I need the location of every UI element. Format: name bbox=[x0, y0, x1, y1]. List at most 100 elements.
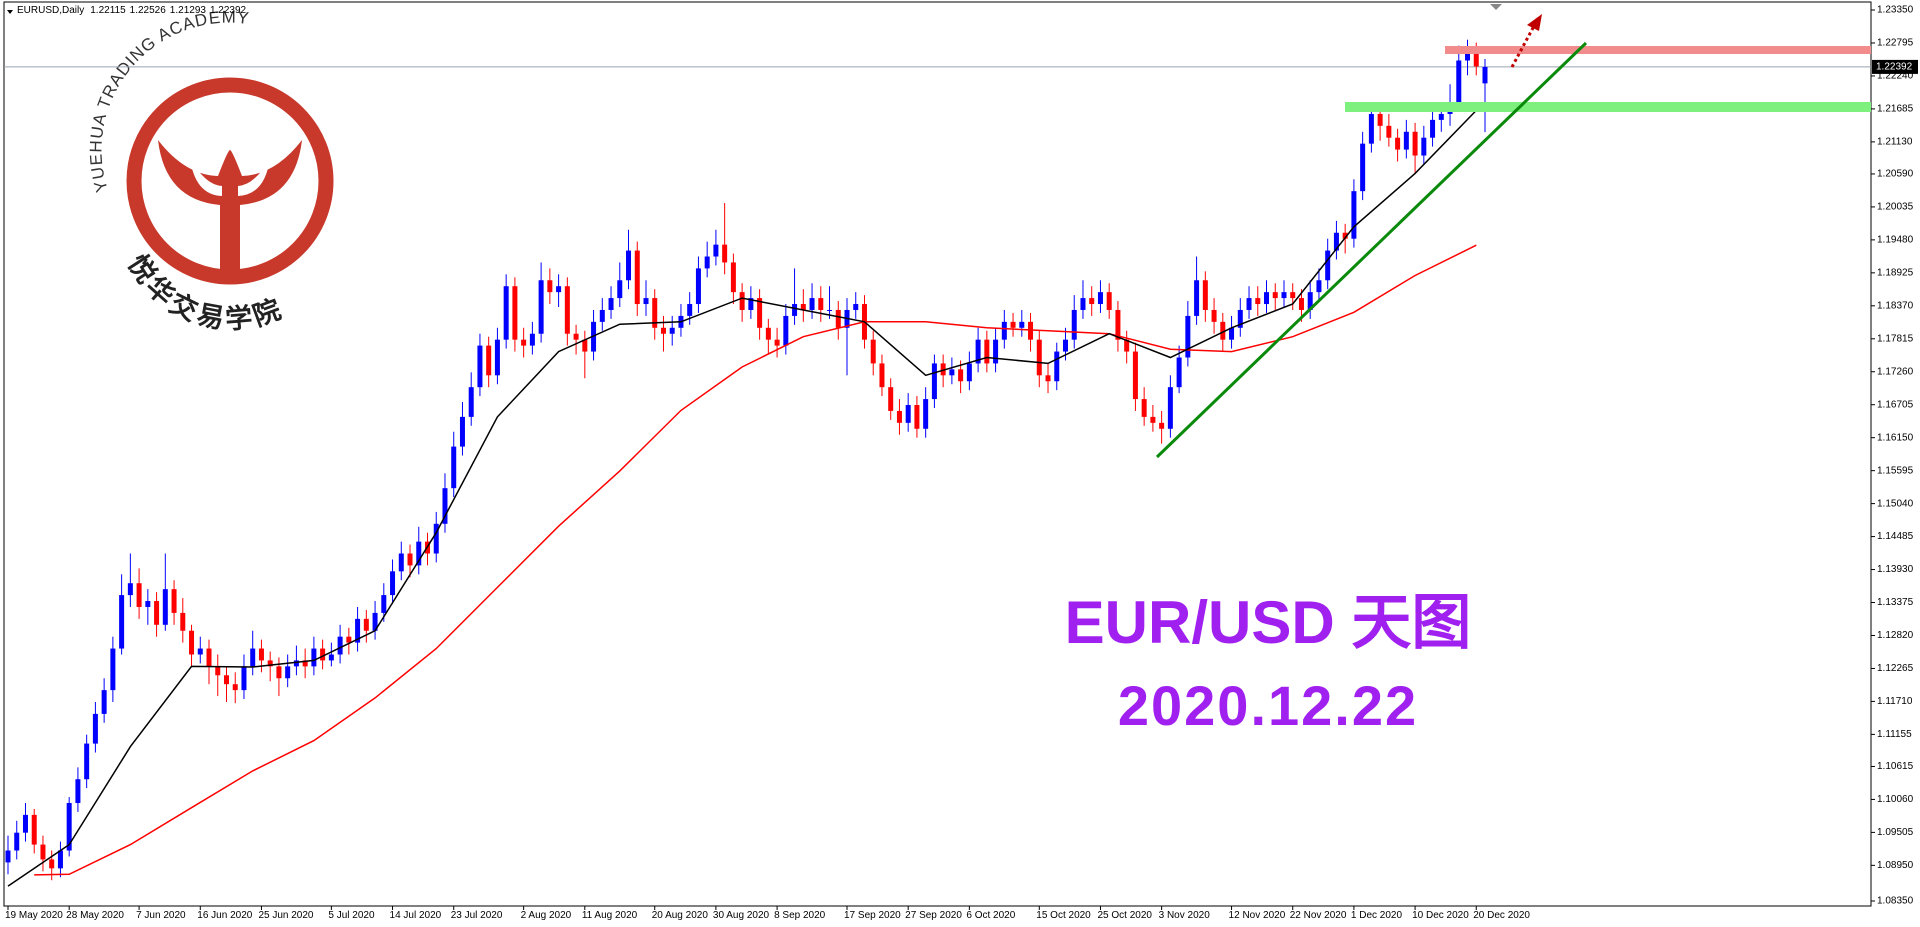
candle-body bbox=[241, 666, 247, 691]
header-close: 1.22392 bbox=[210, 5, 247, 16]
x-tick-label: 20 Dec 2020 bbox=[1473, 910, 1530, 921]
candle-body bbox=[818, 298, 824, 310]
candle-body bbox=[57, 850, 63, 869]
x-tick-label: 11 Aug 2020 bbox=[582, 910, 638, 921]
candle-body bbox=[1211, 309, 1217, 322]
candle-body bbox=[695, 268, 701, 305]
x-tick-label: 16 Jun 2020 bbox=[197, 910, 252, 921]
candle-body bbox=[827, 309, 833, 311]
candle-body bbox=[494, 339, 500, 376]
candle-body bbox=[1141, 399, 1147, 417]
symbol: EURUSD,Daily bbox=[17, 5, 84, 16]
candle-body bbox=[407, 553, 413, 566]
x-tick-label: 10 Dec 2020 bbox=[1412, 910, 1469, 921]
candle-body bbox=[503, 286, 509, 340]
y-tick-label: 1.11155 bbox=[1877, 729, 1912, 740]
fast-moving-average bbox=[7, 109, 1477, 887]
candle-body bbox=[92, 713, 98, 744]
candle-body bbox=[931, 363, 937, 400]
candle-body bbox=[652, 298, 658, 328]
candle-body bbox=[1054, 351, 1060, 382]
x-tick-label: 28 May 2020 bbox=[66, 910, 124, 921]
y-tick-label: 1.13930 bbox=[1877, 564, 1914, 575]
candle-body bbox=[1001, 321, 1007, 340]
candle-body bbox=[355, 618, 361, 643]
candle-body bbox=[372, 612, 378, 631]
x-tick-label: 1 Dec 2020 bbox=[1351, 910, 1403, 921]
candle-body bbox=[660, 327, 666, 334]
candle-body bbox=[293, 660, 299, 667]
logo-emblem-detail bbox=[190, 158, 270, 196]
header-open: 1.22115 bbox=[90, 5, 126, 16]
candle-body bbox=[1325, 250, 1331, 281]
watermark-title: EUR/USD 天图 bbox=[1065, 589, 1472, 656]
y-tick-label: 1.18370 bbox=[1877, 300, 1914, 311]
y-tick-label: 1.15595 bbox=[1877, 465, 1914, 476]
candle-body bbox=[739, 292, 745, 310]
candle-body bbox=[486, 345, 492, 376]
candle-body bbox=[127, 583, 133, 596]
x-tick-label: 27 Sep 2020 bbox=[905, 910, 962, 921]
candle-body bbox=[1395, 137, 1401, 150]
candle-body bbox=[1403, 131, 1409, 150]
shift-marker bbox=[1490, 4, 1502, 10]
candle-body bbox=[337, 636, 343, 655]
x-tick-label: 22 Nov 2020 bbox=[1290, 910, 1347, 921]
candle-body bbox=[451, 446, 457, 489]
trend-line bbox=[1155, 41, 1588, 459]
candle-body bbox=[363, 618, 369, 631]
candle-body bbox=[984, 339, 990, 364]
candle-body bbox=[1080, 298, 1086, 310]
candle-body bbox=[774, 339, 780, 346]
candle-body bbox=[232, 684, 238, 691]
candle-body bbox=[722, 244, 728, 263]
candle-body bbox=[765, 327, 771, 340]
candle-body bbox=[1036, 339, 1042, 376]
x-tick-label: 14 Jul 2020 bbox=[390, 910, 442, 921]
candle-body bbox=[564, 286, 570, 334]
candle-body bbox=[835, 309, 841, 328]
candle-body bbox=[31, 814, 37, 845]
candle-body bbox=[136, 583, 142, 607]
x-tick-label: 19 May 2020 bbox=[5, 910, 63, 921]
candle-body bbox=[40, 844, 46, 860]
candle-body bbox=[1482, 66, 1488, 84]
y-tick-label: 1.10615 bbox=[1877, 761, 1914, 772]
candle-body bbox=[896, 410, 902, 423]
candle-body bbox=[512, 286, 518, 340]
candle-body bbox=[320, 648, 326, 661]
candle-body bbox=[599, 309, 605, 322]
y-tick-label: 1.08350 bbox=[1877, 896, 1914, 907]
candle-body bbox=[1045, 375, 1051, 382]
candle-body bbox=[1255, 298, 1261, 305]
candle-body bbox=[923, 399, 929, 429]
candle-body bbox=[1010, 321, 1016, 328]
x-tick-label: 12 Nov 2020 bbox=[1229, 910, 1286, 921]
candle-body bbox=[556, 286, 562, 293]
candle-body bbox=[809, 298, 815, 310]
candle-body bbox=[1246, 298, 1252, 310]
plot-frame bbox=[3, 1, 1872, 907]
candle-body bbox=[1089, 298, 1095, 305]
y-tick-label: 1.16705 bbox=[1877, 399, 1914, 410]
x-tick-label: 7 Jun 2020 bbox=[136, 910, 186, 921]
candle-body bbox=[643, 298, 649, 305]
candle-body bbox=[162, 589, 168, 625]
candle-body bbox=[1368, 113, 1374, 144]
candle-body bbox=[1264, 292, 1270, 305]
candle-body bbox=[853, 304, 859, 310]
y-tick-label: 1.22795 bbox=[1877, 38, 1914, 49]
candle-body bbox=[1150, 416, 1156, 423]
header: EURUSD,Daily 1.22115 1.22526 1.21293 1.22392 bbox=[17, 5, 247, 16]
candle-body bbox=[390, 571, 396, 596]
candle-body bbox=[66, 802, 72, 851]
slow-moving-average bbox=[34, 244, 1477, 876]
y-tick-label: 1.23350 bbox=[1877, 5, 1914, 16]
y-tick-label: 1.13375 bbox=[1877, 597, 1914, 608]
candle-body bbox=[800, 304, 806, 310]
candle-body bbox=[119, 595, 125, 649]
candle-body bbox=[1106, 292, 1112, 310]
candle-body bbox=[1342, 232, 1348, 239]
x-tick-label: 6 Oct 2020 bbox=[966, 910, 1015, 921]
